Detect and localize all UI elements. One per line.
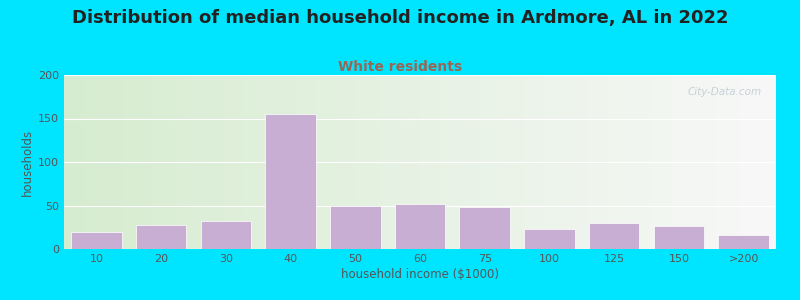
Text: White residents: White residents bbox=[338, 60, 462, 74]
Bar bbox=[718, 235, 769, 249]
Bar bbox=[524, 229, 574, 249]
Bar bbox=[654, 226, 704, 249]
Bar bbox=[459, 207, 510, 249]
Bar bbox=[71, 232, 122, 249]
Bar bbox=[201, 221, 251, 249]
Bar bbox=[589, 223, 639, 249]
Bar bbox=[394, 204, 446, 249]
Bar bbox=[330, 206, 381, 249]
Text: Distribution of median household income in Ardmore, AL in 2022: Distribution of median household income … bbox=[72, 9, 728, 27]
Bar bbox=[136, 225, 186, 249]
X-axis label: household income ($1000): household income ($1000) bbox=[341, 268, 499, 281]
Y-axis label: households: households bbox=[21, 128, 34, 196]
Text: City-Data.com: City-Data.com bbox=[688, 87, 762, 97]
Bar bbox=[266, 114, 316, 249]
